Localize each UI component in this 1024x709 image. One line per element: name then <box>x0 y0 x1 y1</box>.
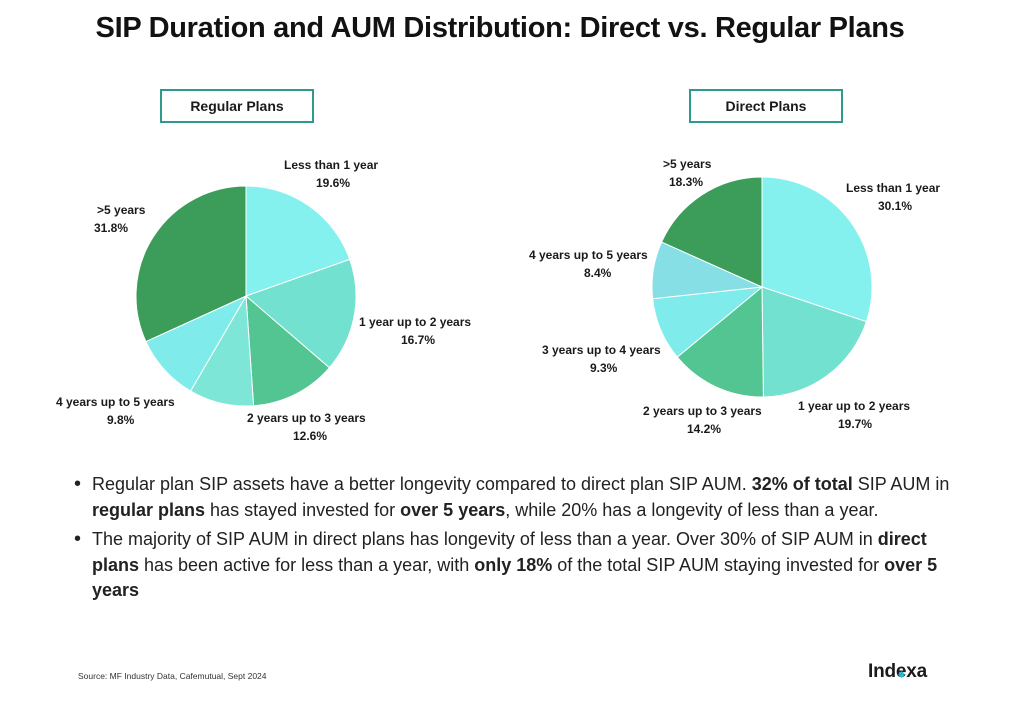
insight-bullet-0-part-1: 32% of total <box>751 474 853 494</box>
regular-label-1-to-2-years: 1 year up to 2 years 16.7% <box>359 313 471 349</box>
direct-label-less-than-1-year: Less than 1 year 30.1% <box>846 179 940 215</box>
regular-2-to-3-years-value: 12.6% <box>293 429 328 443</box>
regular-over-5-years-value: 31.8% <box>94 221 129 235</box>
regular-pie-slice-2 <box>245 294 331 407</box>
regular-label-over-5-years: >5 years 31.8% <box>94 201 146 237</box>
regular-less-than-1-year-text: Less than 1 year <box>284 158 379 172</box>
page-title: SIP Duration and AUM Distribution: Direc… <box>95 12 905 44</box>
insight-bullet-0-part-4: has stayed invested for <box>205 499 401 520</box>
insight-bullet-1-part-5: over 5 years <box>92 554 938 601</box>
insight-bullet-1: The majority of SIP AUM in direct plans … <box>70 527 950 604</box>
regular-label-2-to-3-years: 2 years up to 3 years 12.6% <box>247 409 366 445</box>
regular-2-to-3-years-text: 2 years up to 3 years <box>247 411 366 425</box>
direct-2-to-3-years-text: 2 years up to 3 years <box>643 404 762 418</box>
regular-label-4-to-5-years: 4 years up to 5 years 9.8% <box>56 393 175 429</box>
source-note: Source: MF Industry Data, Cafemutual, Se… <box>78 671 267 681</box>
direct-1-to-2-years-value: 19.7% <box>838 417 873 431</box>
insight-bullet-1-part-1: direct plans <box>92 529 927 575</box>
direct-label-over-5-years: >5 years 18.3% <box>663 155 711 191</box>
regular-1-to-2-years-text: 1 year up to 2 years <box>359 315 472 329</box>
direct-less-than-1-year-text: Less than 1 year <box>846 181 941 195</box>
direct-over-5-years-value: 18.3% <box>669 175 704 189</box>
direct-plans-heading: Direct Plans <box>689 89 843 123</box>
regular-less-than-1-year-value: 19.6% <box>316 176 351 190</box>
regular-plans-heading: Regular Plans <box>160 89 314 123</box>
insight-bullet-1-part-2: has been active for less than a year, wi… <box>139 554 475 575</box>
brand-text-end: xa <box>906 661 928 682</box>
direct-label-2-to-3-years: 2 years up to 3 years 14.2% <box>643 402 762 438</box>
direct-label-1-to-2-years: 1 year up to 2 years 19.7% <box>798 397 910 433</box>
direct-3-to-4-years-text: 3 years up to 4 years <box>542 343 661 357</box>
insight-bullet-0-part-3: regular plans <box>92 499 206 520</box>
direct-pie-slice-2 <box>676 285 764 398</box>
insight-bullet-0-part-0: Regular plan SIP assets have a better lo… <box>92 474 752 494</box>
insights-list: Regular plan SIP assets have a better lo… <box>70 472 950 608</box>
brand-text-mid: e <box>895 661 907 682</box>
direct-over-5-years-text: >5 years <box>663 157 712 171</box>
pie-charts <box>135 176 873 407</box>
insight-bullet-1-part-3: only 18% <box>474 554 553 575</box>
brand-text-start: Ind <box>868 661 896 682</box>
direct-less-than-1-year-value: 30.1% <box>878 199 913 213</box>
regular-4-to-5-years-value: 9.8% <box>107 413 135 427</box>
direct-4-to-5-years-value: 8.4% <box>584 266 612 280</box>
direct-4-to-5-years-text: 4 years up to 5 years <box>529 248 648 262</box>
direct-3-to-4-years-value: 9.3% <box>590 361 618 375</box>
regular-pie-slice-5 <box>135 185 247 343</box>
direct-pie-slice-0 <box>761 176 873 323</box>
regular-1-to-2-years-value: 16.7% <box>401 333 436 347</box>
insight-bullet-1-part-4: of the total SIP AUM staying invested fo… <box>552 554 885 575</box>
regular-pie-slice-1 <box>245 258 357 369</box>
insight-bullet-0-part-5: over 5 years <box>400 499 506 520</box>
insight-bullet-0-part-2: SIP AUM in <box>852 474 950 494</box>
direct-1-to-2-years-text: 1 year up to 2 years <box>798 399 911 413</box>
direct-pie-slice-5 <box>660 176 763 288</box>
direct-2-to-3-years-value: 14.2% <box>687 422 722 436</box>
direct-label-4-to-5-years: 4 years up to 5 years 8.4% <box>529 246 648 282</box>
direct-label-3-to-4-years: 3 years up to 4 years 9.3% <box>542 341 661 377</box>
brand-logo: Indexa <box>868 661 927 683</box>
insight-bullet-0: Regular plan SIP assets have a better lo… <box>70 472 950 523</box>
direct-pie-slice-1 <box>761 286 868 398</box>
insight-bullet-1-part-0: The majority of SIP AUM in direct plans … <box>92 529 878 549</box>
regular-label-less-than-1-year: Less than 1 year 19.6% <box>284 156 378 192</box>
insight-bullet-0-part-6: , while 20% has a longevity of less than… <box>505 499 879 520</box>
regular-4-to-5-years-text: 4 years up to 5 years <box>56 395 175 409</box>
regular-over-5-years-text: >5 years <box>97 203 146 217</box>
